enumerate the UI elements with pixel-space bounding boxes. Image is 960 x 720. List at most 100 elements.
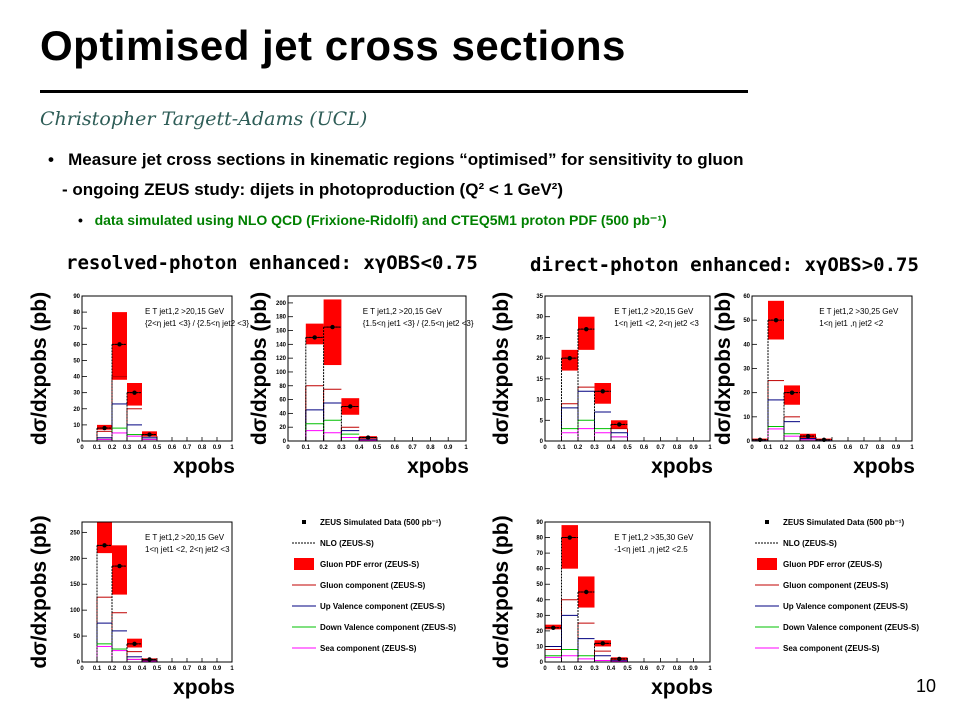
x-tick-label: 0.7	[183, 666, 192, 672]
legend-label: ZEUS Simulated Data (500 pb⁻¹)	[783, 518, 904, 527]
x-tick-label: 0.3	[337, 445, 346, 451]
x-tick-label: 0.5	[153, 445, 162, 451]
y-tick-label: 20	[743, 391, 750, 397]
x-tick-label: 0.1	[764, 445, 773, 451]
x-tick-label: 0.6	[391, 445, 400, 451]
y-tick-label: 15	[536, 377, 543, 383]
data-point	[117, 563, 122, 569]
x-tick-label: 0	[80, 666, 84, 672]
data-point	[117, 342, 122, 347]
x-tick-label: 0.6	[640, 445, 649, 451]
legend-band	[294, 558, 314, 570]
chart-panel-resolved-top-left: 0 10 20 30 40 50 60 70 80 90 0 0.1 0.2 0.3 0.4 0.5 0.6 0.…	[28, 292, 249, 478]
data-point	[365, 435, 371, 440]
y-tick-label: 10	[536, 398, 543, 404]
y-tick-label: 20	[73, 407, 80, 413]
x-tick-label: 0.8	[198, 445, 207, 451]
x-tick-label: 0.9	[444, 445, 453, 451]
y-tick-label: 20	[536, 356, 543, 362]
x-tick-label: 0.9	[213, 445, 222, 451]
x-tick-label: 0.4	[355, 445, 364, 451]
x-tick-label: 0.7	[656, 666, 665, 672]
x-axis-label: xpobs	[651, 455, 713, 478]
y-axis-label: dσ/dxpobs (pb)	[28, 515, 51, 668]
y-tick-label: 120	[276, 356, 287, 362]
data-point	[102, 425, 107, 431]
x-tick-label: 0.8	[198, 666, 207, 672]
bullet-1-text: Measure jet cross sections in kinematic …	[68, 150, 744, 169]
heading-direct: direct-photon enhanced: xγOBS>0.75	[530, 254, 919, 276]
x-tick-label: 0.5	[153, 666, 162, 672]
chart-panel-resolved-top-right: 0 20 40 60 80 100 120 140 160 180 200 0 0.1 0.2 0.3 0.4…	[248, 292, 474, 478]
y-tick-label: 70	[73, 326, 80, 332]
y-tick-label: 0	[747, 439, 751, 445]
plot-frame	[81, 295, 233, 442]
legend-label: Gluon PDF error (ZEUS-S)	[320, 560, 419, 569]
x-axis-label: xpobs	[173, 455, 235, 478]
cut-label: 1<η jet1 <2, 2<η jet2 <3	[145, 545, 230, 554]
legend: ZEUS Simulated Data (500 pb⁻¹) NLO (ZEUS-…	[292, 518, 456, 653]
y-tick-label: 0	[77, 439, 81, 445]
chart-panel-resolved-bottom: 0 50 100 150 200 250 0 0.1 0.2 0.3 0.4 0.5 0.6 0.7 0.8…	[28, 515, 235, 699]
y-tick-label: 180	[276, 315, 287, 321]
y-tick-label: 0	[77, 660, 81, 666]
x-tick-label: 0	[750, 445, 754, 451]
x-tick-label: 0.8	[673, 666, 682, 672]
data-point	[617, 422, 622, 427]
x-tick-label: 0.3	[590, 445, 599, 451]
x-tick-label: 0.6	[168, 666, 177, 672]
y-tick-label: 10	[536, 644, 543, 650]
x-tick-label: 0	[543, 445, 547, 451]
bullet-3: • data simulated using NLO QCD (Frixione…	[78, 212, 667, 229]
x-tick-label: 1	[230, 666, 234, 672]
chart-panel-direct-top-right: 0 10 20 30 40 50 60 0 0.1 0.2 0.3 0.4 0.5 0.6 0.7 0.8 0.…	[712, 292, 915, 478]
x-tick-label: 0.5	[623, 445, 632, 451]
legend-label: Gluon component (ZEUS-S)	[320, 581, 426, 590]
bullet-1: • Measure jet cross sections in kinemati…	[48, 150, 744, 170]
y-tick-label: 20	[279, 425, 286, 431]
y-tick-label: 250	[70, 530, 81, 536]
x-tick-label: 0.7	[656, 445, 665, 451]
x-tick-label: 1	[910, 445, 914, 451]
y-tick-label: 80	[536, 536, 543, 542]
legend-label: Down Valence component (ZEUS-S)	[320, 623, 456, 632]
y-tick-label: 40	[743, 342, 750, 348]
legend-label: Sea component (ZEUS-S)	[320, 644, 417, 653]
x-tick-label: 0.3	[590, 666, 599, 672]
cut-label: E T jet1,2 >20,15 GeV	[614, 307, 694, 316]
bullet-marker: •	[48, 150, 54, 169]
data-point	[312, 335, 317, 340]
y-axis-label: dσ/dxpobs (pb)	[712, 292, 735, 445]
x-axis-label: xpobs	[407, 455, 469, 478]
data-point	[132, 641, 137, 647]
y-axis-label: dσ/dxpobs (pb)	[28, 292, 51, 445]
data-point	[348, 404, 353, 409]
x-tick-label: 0.7	[183, 445, 192, 451]
y-tick-label: 150	[70, 582, 81, 588]
band-bar	[305, 323, 324, 345]
legend-label: Up Valence component (ZEUS-S)	[320, 602, 445, 611]
cut-label: E T jet1,2 >20,15 GeV	[145, 307, 225, 316]
data-point	[773, 317, 779, 323]
x-tick-label: 0.2	[319, 445, 328, 451]
x-tick-label: 0.3	[123, 445, 132, 451]
data-point	[600, 641, 605, 646]
cut-label: E T jet1,2 >30,25 GeV	[819, 307, 899, 316]
y-tick-label: 40	[536, 598, 543, 604]
y-tick-label: 80	[73, 310, 80, 316]
cut-label: E T jet1,2 >35,30 GeV	[614, 533, 694, 542]
x-tick-label: 0.3	[796, 445, 805, 451]
y-tick-label: 40	[279, 411, 286, 417]
legend-marker	[765, 520, 769, 524]
x-tick-label: 0.5	[828, 445, 837, 451]
band-bar	[97, 522, 112, 554]
y-tick-label: 50	[73, 634, 80, 640]
cut-label: {1.5<η jet1 <3} / {2.5<η jet2 <3}	[363, 319, 474, 328]
x-tick-label: 0.4	[607, 445, 616, 451]
y-tick-label: 0	[283, 439, 287, 445]
y-tick-label: 30	[743, 367, 750, 373]
data-point	[617, 656, 622, 662]
band-bar	[784, 385, 800, 405]
x-tick-label: 0.1	[93, 666, 102, 672]
